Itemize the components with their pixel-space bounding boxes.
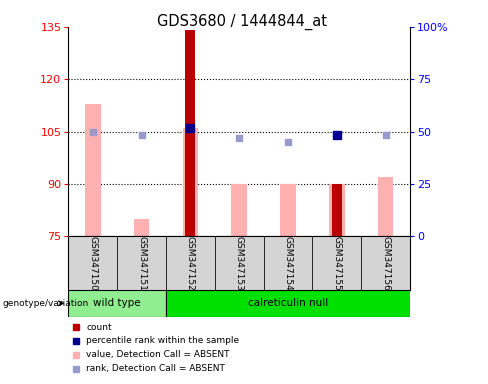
Point [382,132,389,138]
Point [138,132,145,138]
Point [186,125,194,131]
Bar [312,236,361,290]
Bar [68,236,117,290]
Text: wild type: wild type [93,298,141,308]
Bar [183,128,198,236]
Bar [378,177,393,236]
Bar [215,236,264,290]
Text: percentile rank within the sample: percentile rank within the sample [86,336,240,346]
Bar [329,184,345,236]
Text: GSM347150: GSM347150 [88,236,97,290]
Text: count: count [86,323,112,332]
Text: rank, Detection Call = ABSENT: rank, Detection Call = ABSENT [86,364,225,373]
Text: calreticulin null: calreticulin null [248,298,328,308]
Bar [166,236,215,290]
Text: genotype/variation: genotype/variation [2,299,89,308]
Text: GSM347156: GSM347156 [381,236,390,290]
Bar [231,184,247,236]
Point [333,132,341,138]
Bar [117,236,166,290]
Bar [361,236,410,290]
Bar [68,290,166,317]
Point [284,139,292,145]
Bar [280,184,296,236]
Text: GDS3680 / 1444844_at: GDS3680 / 1444844_at [157,13,326,30]
Text: GSM347152: GSM347152 [186,236,195,290]
Bar [264,236,312,290]
Point [89,128,97,135]
Bar [185,30,195,236]
Text: GSM347155: GSM347155 [332,236,341,290]
Bar [134,219,149,236]
Text: GSM347153: GSM347153 [235,236,244,290]
Bar [166,290,410,317]
Point [235,136,243,142]
Text: GSM347151: GSM347151 [137,236,146,290]
Text: value, Detection Call = ABSENT: value, Detection Call = ABSENT [86,350,230,359]
Bar [332,184,342,236]
Bar [85,104,101,236]
Text: GSM347154: GSM347154 [284,236,292,290]
